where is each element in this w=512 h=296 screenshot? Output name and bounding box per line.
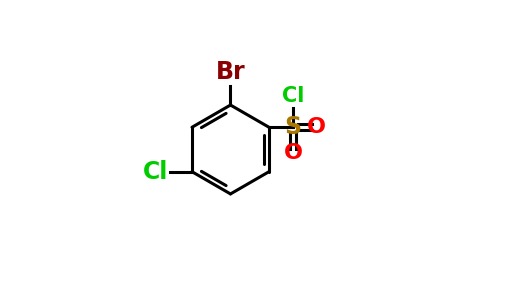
Text: O: O <box>284 144 303 163</box>
Text: S: S <box>284 115 302 139</box>
Text: Cl: Cl <box>143 160 168 184</box>
Text: O: O <box>307 117 326 137</box>
Text: Cl: Cl <box>282 86 304 106</box>
Text: Br: Br <box>216 60 245 84</box>
